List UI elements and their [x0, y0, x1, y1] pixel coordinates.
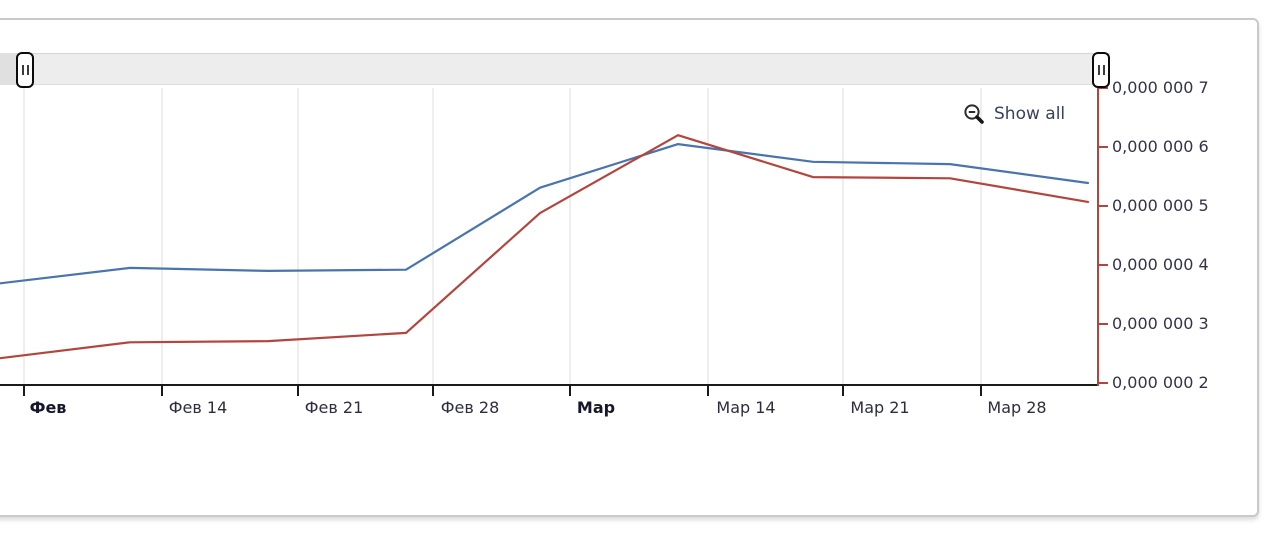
- x-axis-label: Мар: [576, 398, 616, 417]
- series-red-line: [0, 134, 1090, 360]
- chart-panel: [0, 18, 1259, 517]
- x-axis-label: Мар 21: [850, 398, 910, 417]
- x-axis-label: Фев: [29, 398, 67, 417]
- x-axis-label: Мар 14: [716, 398, 776, 417]
- show-all-button[interactable]: Show all: [963, 100, 1065, 128]
- y-axis-label: 0,000 000 7: [1112, 78, 1209, 97]
- y-axis-label: 0,000 000 6: [1112, 137, 1209, 156]
- scrollbar-left-grip[interactable]: [16, 52, 34, 88]
- y-axis-label: 0,000 000 2: [1112, 373, 1209, 392]
- y-axis-label: 0,000 000 3: [1112, 314, 1209, 333]
- show-all-label: Show all: [994, 104, 1066, 124]
- y-axis-label: 0,000 000 5: [1112, 196, 1209, 215]
- y-axis-label: 0,000 000 4: [1112, 255, 1209, 274]
- x-axis-label: Фев 28: [440, 398, 500, 417]
- zoom-out-icon: [964, 104, 984, 124]
- series-blue-line: [0, 143, 1090, 285]
- scrollbar-track[interactable]: [0, 53, 1110, 85]
- grip-icon: [21, 65, 24, 75]
- grip-icon: [26, 65, 29, 75]
- grip-icon: [1097, 65, 1100, 75]
- x-axis-label: Фев 14: [168, 398, 228, 417]
- x-axis-label: Мар 28: [987, 398, 1047, 417]
- x-axis-label: Фев 21: [304, 398, 364, 417]
- scrollbar-right-grip[interactable]: [1092, 52, 1110, 88]
- grip-icon: [1102, 65, 1105, 75]
